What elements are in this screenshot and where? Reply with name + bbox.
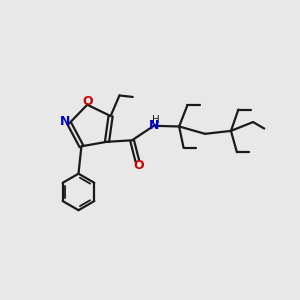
- Text: O: O: [133, 159, 144, 172]
- Text: N: N: [60, 116, 70, 128]
- Text: N: N: [148, 118, 159, 131]
- Text: O: O: [82, 95, 93, 108]
- Text: H: H: [152, 115, 160, 125]
